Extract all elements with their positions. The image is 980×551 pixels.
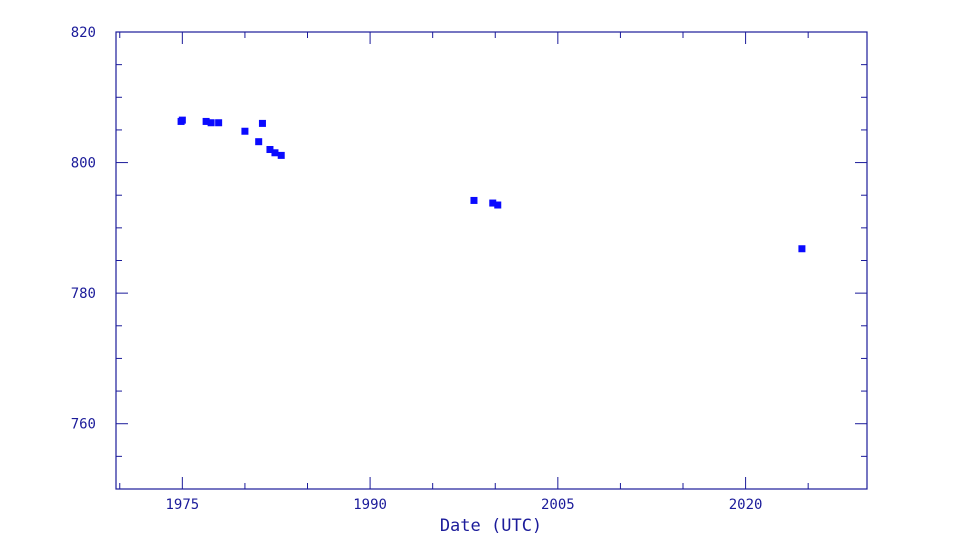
data-point — [215, 119, 223, 127]
data-point — [202, 117, 210, 125]
y-tick-label: 800 — [71, 156, 96, 172]
data-point — [207, 119, 215, 127]
data-point — [798, 245, 806, 253]
x-tick-label: 1990 — [353, 497, 387, 513]
y-tick-label: 820 — [71, 25, 96, 41]
data-point — [258, 119, 266, 127]
data-point — [241, 127, 249, 135]
data-point — [266, 146, 274, 154]
data-point — [494, 201, 502, 209]
y-tick-label: 760 — [71, 417, 96, 433]
data-point — [255, 138, 263, 146]
y-tick-label: 780 — [71, 286, 96, 302]
data-point — [277, 151, 285, 159]
data-point — [271, 149, 279, 157]
x-tick-label: 2005 — [541, 497, 575, 513]
plot-frame — [115, 31, 868, 490]
data-point — [470, 196, 478, 204]
x-axis-label: Date (UTC) — [440, 516, 542, 536]
x-tick-label: 1975 — [165, 497, 199, 513]
data-point — [489, 199, 497, 207]
data-point — [178, 116, 186, 124]
x-tick-label: 2020 — [729, 497, 763, 513]
